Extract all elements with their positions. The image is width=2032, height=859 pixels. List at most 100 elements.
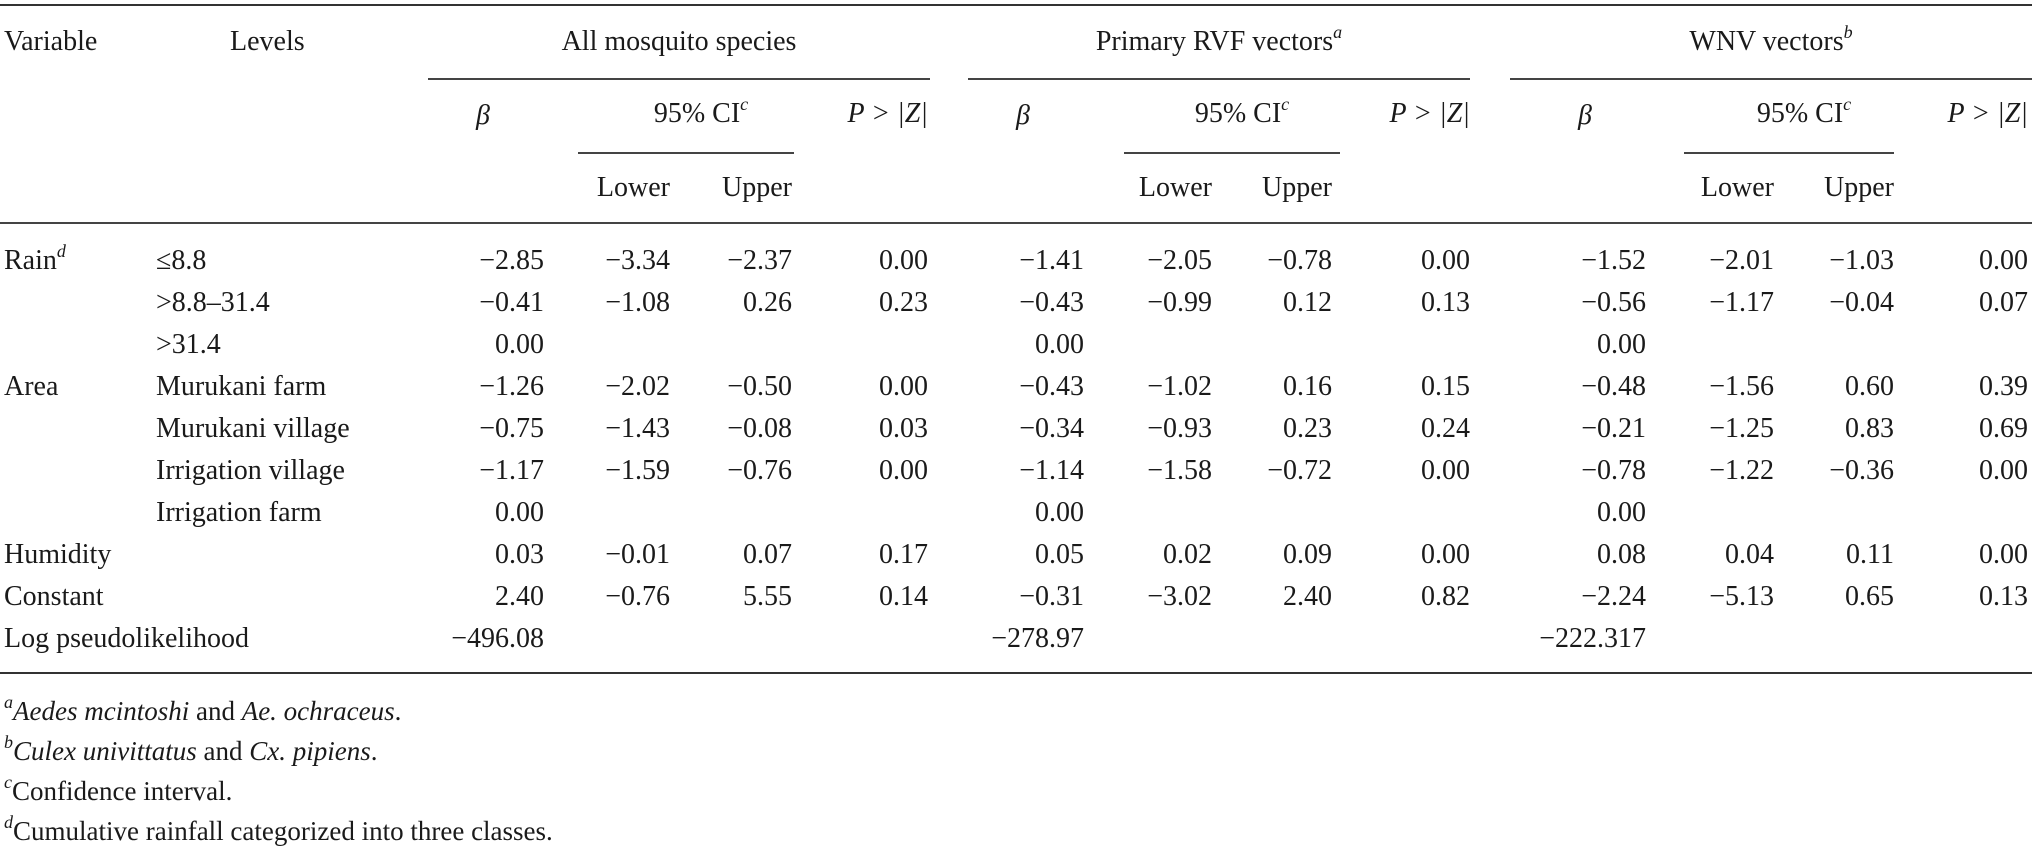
table-cell: 0.23	[1283, 413, 1332, 444]
table-cell: 0.00	[879, 455, 928, 486]
ci-header: 95% CIc	[653, 94, 749, 129]
table-bottom-rule	[0, 672, 2032, 674]
footnote-text: and	[196, 736, 250, 766]
table-cell: −0.76	[727, 455, 792, 486]
table-cell: −222.317	[1539, 623, 1646, 654]
table-cell: −0.08	[727, 413, 792, 444]
table-cell: 0.07	[743, 539, 792, 570]
table-cell: 0.00	[879, 245, 928, 276]
upper-header: Upper	[1824, 172, 1894, 203]
table-cell: −496.08	[451, 623, 544, 654]
table-cell: −2.01	[1709, 245, 1774, 276]
table-cell: 0.13	[1421, 287, 1470, 318]
table-cell: −3.34	[605, 245, 670, 276]
table-cell: −1.41	[1019, 245, 1084, 276]
footnote: bCulex univittatus and Cx. pipiens.	[4, 733, 378, 766]
table-cell: 0.60	[1845, 371, 1894, 402]
footnote: dCumulative rainfall categorized into th…	[4, 813, 553, 845]
table-cell: 0.83	[1845, 413, 1894, 444]
table-cell: −0.78	[1581, 455, 1646, 486]
footnote-text: Culex univittatus	[13, 736, 197, 766]
table-cell: 2.40	[1283, 581, 1332, 612]
upper-header: Upper	[722, 172, 792, 203]
table-cell: 0.39	[1979, 371, 2028, 402]
table-cell: 0.00	[1421, 539, 1470, 570]
row-variable: Constant	[4, 581, 104, 612]
table-cell: 0.04	[1725, 539, 1774, 570]
table-cell: −1.59	[605, 455, 670, 486]
upper-header: Upper	[1262, 172, 1332, 203]
p-value-header: P > |Z|	[1947, 98, 2028, 129]
footnote-mark: c	[1281, 94, 1290, 114]
row-level: ≤8.8	[156, 245, 207, 276]
footnote-mark: c	[740, 94, 749, 114]
footnote-text: Cx. pipiens	[249, 736, 371, 766]
table-cell: −0.56	[1581, 287, 1646, 318]
p-value-header: P > |Z|	[847, 98, 928, 129]
footnote: aAedes mcintoshi and Ae. ochraceus.	[4, 693, 401, 725]
table-cell: 0.00	[1979, 539, 2028, 570]
footnote-mark: b	[4, 732, 13, 752]
group-rule-1	[428, 78, 930, 80]
header-bottom-rule	[0, 222, 2032, 224]
table-cell: −0.93	[1147, 413, 1212, 444]
table-cell: −1.58	[1147, 455, 1212, 486]
table-cell: 0.00	[1035, 497, 1084, 528]
table-cell: −0.75	[479, 413, 544, 444]
footnote-text: Confidence interval.	[12, 776, 233, 806]
table-cell: −0.31	[1019, 581, 1084, 612]
row-level: Murukani village	[156, 413, 350, 444]
table-cell: 0.26	[743, 287, 792, 318]
table-cell: −0.99	[1147, 287, 1212, 318]
table-cell: −5.13	[1709, 581, 1774, 612]
ci-rule-1	[578, 152, 794, 154]
table-cell: 0.00	[879, 371, 928, 402]
table-cell: −1.17	[479, 455, 544, 486]
table-cell: −0.78	[1267, 245, 1332, 276]
column-header-variable: Variable	[4, 26, 98, 57]
table-cell: −1.26	[479, 371, 544, 402]
table-cell: 2.40	[495, 581, 544, 612]
footnote-text: .	[370, 736, 378, 766]
table-cell: −278.97	[991, 623, 1084, 654]
ci-rule-3	[1684, 152, 1894, 154]
row-variable: Raind	[4, 241, 66, 276]
table-cell: 0.03	[495, 539, 544, 570]
lower-header: Lower	[596, 172, 670, 203]
table-cell: −2.85	[479, 245, 544, 276]
top-rule	[0, 4, 2032, 6]
row-variable: Log pseudolikelihood	[4, 623, 249, 654]
table-cell: 0.00	[495, 497, 544, 528]
table-cell: 0.02	[1163, 539, 1212, 570]
table-cell: −2.37	[727, 245, 792, 276]
table-cell: −1.22	[1709, 455, 1774, 486]
table-cell: −0.50	[727, 371, 792, 402]
table-cell: 0.13	[1979, 581, 2028, 612]
group-header: All mosquito species	[561, 26, 797, 57]
table-cell: 0.09	[1283, 539, 1332, 570]
table-cell: 0.08	[1597, 539, 1646, 570]
footnote-mark: c	[4, 772, 12, 792]
beta-header: β	[476, 100, 490, 131]
row-level: >8.8–31.4	[156, 287, 270, 318]
table-cell: 0.24	[1421, 413, 1470, 444]
table-cell: −2.02	[605, 371, 670, 402]
footnote-mark: c	[1843, 94, 1852, 114]
footnote-mark: d	[56, 241, 66, 261]
ci-header: 95% CIc	[1756, 94, 1852, 129]
lower-header: Lower	[1138, 172, 1212, 203]
table-cell: 5.55	[743, 581, 792, 612]
lower-header: Lower	[1700, 172, 1774, 203]
group-rule-3	[1510, 78, 2032, 80]
row-level: Irrigation village	[156, 455, 345, 486]
table-cell: 0.00	[495, 329, 544, 360]
table-cell: 0.82	[1421, 581, 1470, 612]
table-cell: −1.52	[1581, 245, 1646, 276]
table-cell: 0.14	[879, 581, 928, 612]
table-cell: −0.43	[1019, 287, 1084, 318]
row-variable: Humidity	[4, 539, 112, 570]
table-cell: −0.01	[605, 539, 670, 570]
footnote: cConfidence interval.	[4, 773, 233, 806]
table-cell: 0.03	[879, 413, 928, 444]
group-header: Primary RVF vectorsa	[1095, 22, 1343, 57]
